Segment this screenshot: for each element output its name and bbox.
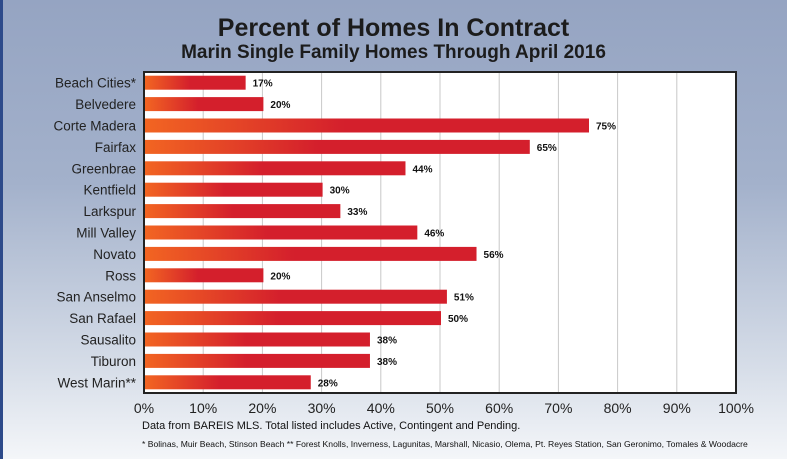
data-label: 56% (484, 250, 504, 261)
footnote: * Bolinas, Muir Beach, Stinson Beach ** … (142, 439, 748, 449)
data-label: 38% (377, 336, 397, 347)
category-label: Beach Cities* (55, 76, 137, 91)
category-label: Novato (93, 247, 136, 262)
x-tick-label: 80% (604, 400, 632, 416)
category-label: Tiburon (91, 354, 136, 369)
x-tick-label: 10% (189, 400, 217, 416)
bar (145, 311, 441, 326)
data-label: 30% (330, 186, 350, 197)
x-tick-label: 20% (248, 400, 276, 416)
left-border (0, 0, 3, 459)
category-label: West Marin** (57, 375, 136, 390)
data-label: 38% (377, 357, 397, 368)
category-label: Larkspur (83, 204, 136, 219)
bar (145, 204, 341, 219)
plot-border (143, 71, 737, 394)
x-tick-label: 90% (663, 400, 691, 416)
x-tick-label: 60% (485, 400, 513, 416)
bar (145, 97, 264, 112)
category-label: Corte Madera (53, 119, 136, 134)
category-label: Kentfield (83, 183, 136, 198)
bar (145, 75, 246, 90)
bar (145, 118, 589, 133)
category-label: Mill Valley (76, 226, 136, 241)
bar (145, 353, 370, 368)
category-label: Sausalito (80, 333, 136, 348)
data-label: 75% (596, 122, 616, 133)
bar (145, 246, 477, 261)
bar (145, 268, 264, 283)
data-label: 46% (424, 229, 444, 240)
data-label: 17% (253, 79, 273, 90)
x-tick-label: 70% (544, 400, 572, 416)
bar (145, 225, 418, 240)
category-label: San Anselmo (56, 290, 136, 305)
data-label: 20% (270, 271, 290, 282)
x-tick-label: 50% (426, 400, 454, 416)
chart-subtitle: Marin Single Family Homes Through April … (181, 42, 606, 63)
bar (145, 139, 530, 154)
data-label: 33% (347, 207, 367, 218)
bar (145, 289, 447, 304)
bar (145, 332, 370, 347)
category-label: Greenbrae (71, 161, 136, 176)
data-label: 65% (537, 143, 557, 154)
x-tick-label: 30% (308, 400, 336, 416)
bar (145, 182, 323, 197)
data-label: 44% (412, 164, 432, 175)
data-label: 51% (454, 293, 474, 304)
bar (145, 375, 311, 390)
source-note: Data from BAREIS MLS. Total listed inclu… (142, 420, 521, 432)
x-tick-label: 40% (367, 400, 395, 416)
data-label: 20% (270, 100, 290, 111)
category-label: Ross (105, 268, 136, 283)
category-label: Belvedere (75, 97, 136, 112)
category-label: Fairfax (95, 140, 137, 155)
x-tick-label: 0% (134, 400, 154, 416)
data-label: 50% (448, 314, 468, 325)
chart-title: Percent of Homes In Contract (217, 14, 570, 42)
bar (145, 161, 406, 176)
data-label: 28% (318, 378, 338, 389)
x-tick-label: 100% (718, 400, 754, 416)
category-label: San Rafael (69, 311, 136, 326)
